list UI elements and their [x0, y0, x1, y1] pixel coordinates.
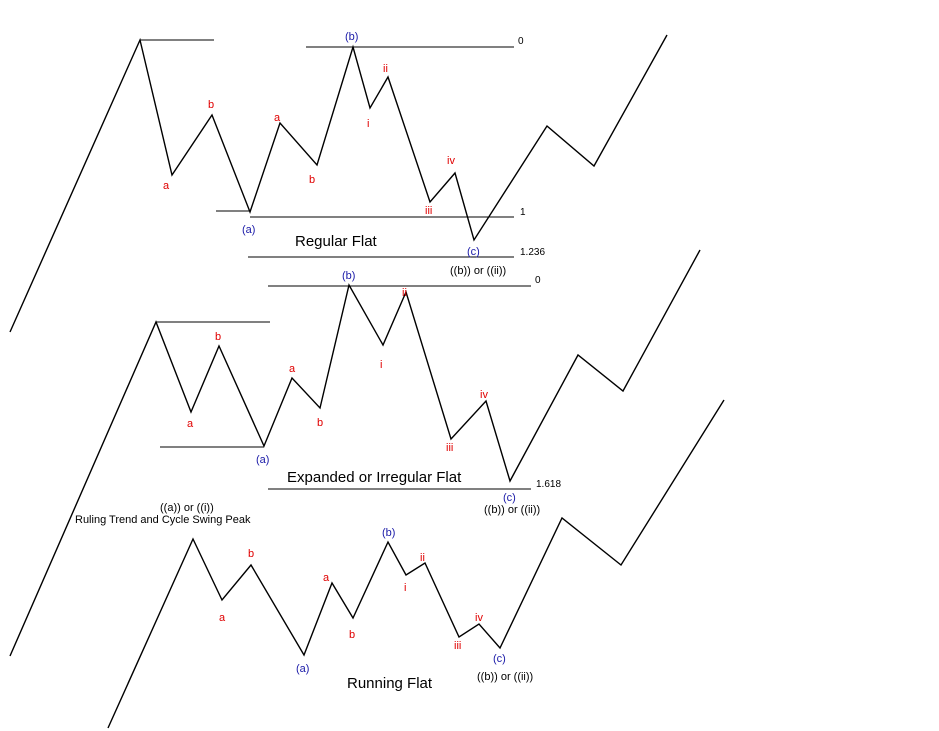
expanded-flat-title: Expanded or Irregular Flat	[287, 469, 462, 486]
expanded-label-C: (c)	[503, 492, 516, 504]
expanded-label-ii: ii	[402, 287, 407, 299]
regular-flat-title: Regular Flat	[295, 233, 378, 250]
running-label-a1: a	[219, 612, 226, 624]
running-label-ii: ii	[420, 552, 425, 564]
expanded-label-B: (b)	[342, 270, 355, 282]
expanded-flat-wave-path	[9, 249, 701, 657]
running-flat-wave-path	[107, 399, 725, 729]
regular-label-A: (a)	[242, 224, 255, 236]
regular-label-a1: a	[163, 180, 170, 192]
regular-end-note: ((b)) or ((ii))	[450, 265, 506, 277]
running-flat: a b (a) a b (b) i ii iii iv (c) ((b)) or…	[107, 399, 725, 729]
expanded-label-a2: a	[289, 363, 296, 375]
running-label-C: (c)	[493, 653, 506, 665]
expanded-label-iii: iii	[446, 442, 453, 454]
running-label-b2: b	[349, 629, 355, 641]
expanded-label-A: (a)	[256, 454, 269, 466]
expanded-end-note: ((b)) or ((ii))	[484, 504, 540, 516]
running-end-note: ((b)) or ((ii))	[477, 671, 533, 683]
regular-label-ii: ii	[383, 63, 388, 75]
regular-fib-one: 1	[520, 207, 526, 218]
running-label-a2: a	[323, 572, 330, 584]
expanded-label-b1: b	[215, 331, 221, 343]
regular-label-B: (b)	[345, 31, 358, 43]
regular-fib-1236: 1.236	[520, 247, 545, 258]
running-label-i: i	[404, 582, 406, 594]
running-label-iii: iii	[454, 640, 461, 652]
peak-description-note: Ruling Trend and Cycle Swing Peak	[75, 514, 251, 526]
expanded-flat: 0 1.618 a b (a) a b (b) i ii iii iv (c) …	[9, 249, 701, 657]
regular-label-b2: b	[309, 174, 315, 186]
regular-label-a2: a	[274, 112, 281, 124]
regular-flat: 0 1 1.236 a b (a) a b (b) i ii iii iv (c…	[9, 31, 668, 333]
regular-label-i: i	[367, 118, 369, 130]
regular-label-C: (c)	[467, 246, 480, 258]
peak-degree-note: ((a)) or ((i))	[160, 502, 214, 514]
regular-label-iv: iv	[447, 155, 455, 167]
expanded-fib-zero: 0	[535, 275, 541, 286]
running-label-A: (a)	[296, 663, 309, 675]
expanded-fib-1618: 1.618	[536, 479, 561, 490]
running-label-iv: iv	[475, 612, 483, 624]
regular-fib-zero: 0	[518, 36, 524, 47]
regular-flat-wave-path	[9, 34, 668, 333]
running-label-B: (b)	[382, 527, 395, 539]
running-flat-title: Running Flat	[347, 675, 433, 692]
expanded-label-i: i	[380, 359, 382, 371]
running-label-b1: b	[248, 548, 254, 560]
expanded-label-b2: b	[317, 417, 323, 429]
regular-label-b1: b	[208, 99, 214, 111]
expanded-label-a1: a	[187, 418, 194, 430]
regular-label-iii: iii	[425, 205, 432, 217]
expanded-label-iv: iv	[480, 389, 488, 401]
